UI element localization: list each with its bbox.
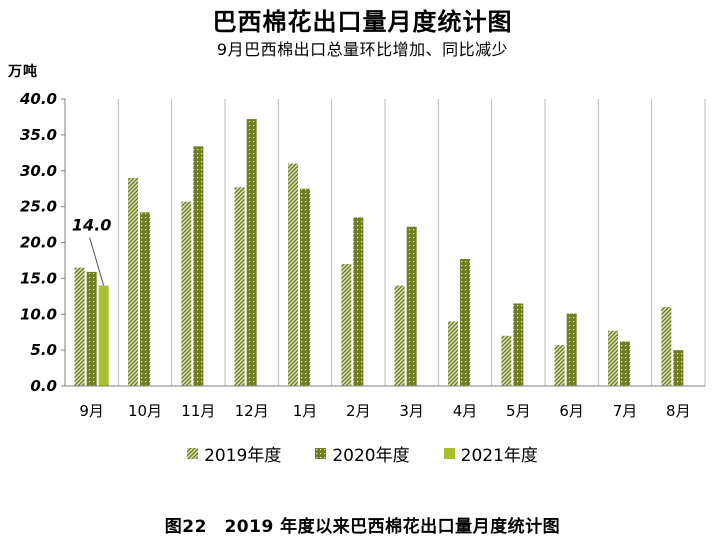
x-tick-label: 9月 — [79, 402, 104, 420]
legend-label-2019: 2019年度 — [204, 446, 282, 466]
bar — [394, 285, 405, 386]
bar — [246, 119, 257, 386]
y-tick-label: 0.0 — [30, 377, 57, 395]
x-tick-label: 8月 — [666, 402, 691, 420]
bar — [406, 226, 417, 386]
legend-label-2020: 2020年度 — [332, 446, 410, 466]
y-tick-label: 20.0 — [20, 234, 57, 252]
bar — [74, 267, 85, 386]
annotation-leader-line — [89, 237, 105, 286]
x-tick-label: 5月 — [506, 402, 531, 420]
annotation-label: 14.0 — [72, 216, 111, 235]
x-tick-label: 10月 — [128, 402, 162, 420]
bar — [566, 313, 577, 386]
chart-title: 巴西棉花出口量月度统计图 — [212, 7, 513, 36]
y-tick-label: 10.0 — [20, 305, 57, 323]
x-tick-label: 12月 — [235, 402, 269, 420]
bars — [74, 119, 684, 386]
bar — [608, 330, 618, 386]
legend-item-2021: 2021年度 — [443, 441, 538, 466]
figure-caption: 图22 2019 年度以来巴西棉花出口量月度统计图 — [164, 517, 561, 537]
grid-lines — [117, 99, 706, 386]
bar — [288, 163, 298, 386]
x-tick-label: 7月 — [613, 402, 638, 420]
x-tick-label: 1月 — [293, 402, 318, 420]
bar — [501, 335, 512, 386]
axes — [61, 98, 705, 387]
bar — [98, 285, 109, 386]
x-tick-label: 4月 — [453, 402, 478, 420]
bar — [193, 146, 204, 386]
legend-swatch-2019 — [187, 448, 199, 459]
legend-swatch-2021 — [443, 448, 455, 459]
bar — [620, 341, 630, 386]
y-tick-label: 40.0 — [19, 90, 57, 108]
tick-labels: 0.0 5.0 10.0 15.0 20.0 25.0 30.0 35.0 40.0 9月 10月 1… — [19, 90, 691, 420]
x-tick-label: 3月 — [399, 402, 424, 420]
legend-item-2020: 2020年度 — [315, 441, 410, 466]
bar — [181, 201, 192, 386]
bar — [460, 259, 470, 386]
bar — [341, 264, 352, 386]
legend: 2019年度 2020年度 2021年度 — [0, 441, 725, 466]
x-tick-label: 2月 — [346, 402, 371, 420]
legend-item-2019: 2019年度 — [187, 441, 281, 466]
chart-subtitle: 9月巴西棉出口总量环比增加、同比减少 — [216, 40, 509, 59]
bar — [300, 188, 310, 386]
bar — [448, 321, 458, 386]
bar — [554, 345, 565, 386]
annotation: 14.0 — [72, 216, 111, 286]
y-tick-label: 5.0 — [30, 341, 57, 359]
x-tick-label: 11月 — [181, 402, 215, 420]
y-tick-label: 25.0 — [20, 198, 57, 216]
bar — [140, 212, 150, 386]
y-tick-label: 15.0 — [20, 269, 57, 287]
y-axis-unit-label: 万吨 — [8, 64, 38, 80]
bar — [661, 307, 672, 386]
y-tick-label: 30.0 — [20, 162, 57, 180]
legend-swatch-2020 — [315, 448, 327, 459]
bar — [86, 271, 97, 386]
bar — [234, 187, 245, 386]
bar — [128, 177, 138, 386]
bar — [513, 303, 524, 386]
bar — [353, 217, 364, 386]
bar — [673, 350, 684, 386]
y-tick-label: 35.0 — [20, 126, 57, 144]
legend-label-2021: 2021年度 — [460, 446, 538, 466]
x-tick-label: 6月 — [559, 402, 584, 420]
